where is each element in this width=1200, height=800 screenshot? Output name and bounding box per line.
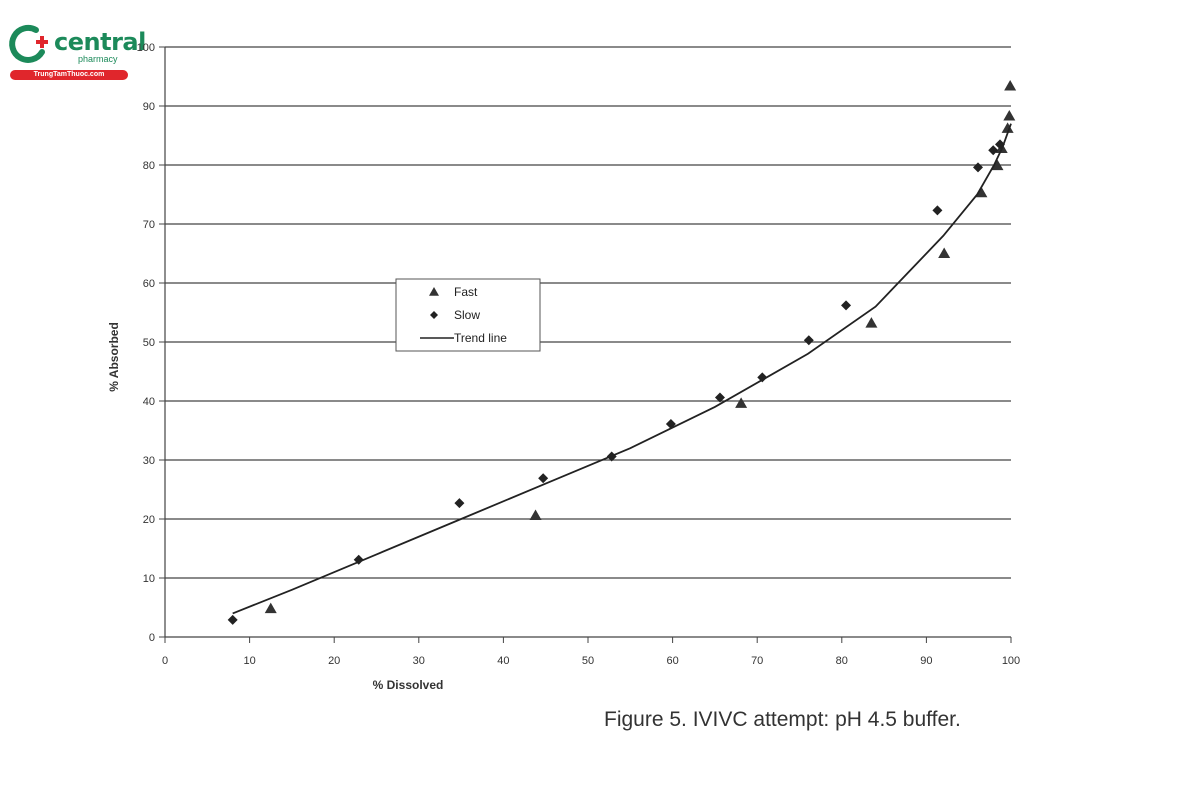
chart-axes [159,46,1012,643]
fast-point-9 [1003,110,1016,121]
legend-slow-marker [430,311,438,319]
y-tick-label-80: 80 [143,160,155,172]
y-tick-label-10: 10 [143,573,155,585]
slow-point-3 [538,473,549,484]
fast-point-4 [938,247,951,258]
slow-point-9 [841,300,852,311]
chart-grid [165,46,1011,579]
fast-point-2 [735,397,748,408]
fast-point-5 [975,186,988,198]
y-tick-label-30: 30 [143,455,155,467]
slow-point-11 [973,162,984,173]
slow-point-12 [988,145,999,156]
y-tick-label-100: 100 [137,42,155,54]
x-tick-label-90: 90 [920,655,932,667]
x-tick-label-100: 100 [1002,655,1020,667]
brand-bar: TrungTamThuoc.com [10,70,128,80]
y-tick-label-90: 90 [143,101,155,113]
y-axis-label: % Absorbed [107,322,121,392]
brand-logo: central pharmacy TrungTamThuoc.com [6,22,146,82]
legend-fast-marker [429,287,439,296]
x-axis-label: % Dissolved [373,678,444,692]
slow-point-2 [454,498,465,509]
x-tick-label-30: 30 [413,655,425,667]
fast-point-8 [1001,122,1014,133]
x-tick-label-10: 10 [243,655,255,667]
y-tick-label-0: 0 [149,632,155,644]
x-tick-label-20: 20 [328,655,340,667]
legend-label-0: Fast [454,285,478,299]
legend-box [395,278,541,352]
y-tick-label-40: 40 [143,396,155,408]
brand-name: central [54,28,146,56]
y-tick-label-60: 60 [143,278,155,290]
x-tick-label-60: 60 [666,655,678,667]
x-tick-label-0: 0 [162,655,168,667]
brand-sub: pharmacy [78,54,118,64]
fast-point-3 [865,317,878,328]
x-tick-labels: 0 10 20 30 40 50 60 70 80 90 100 [162,655,1020,667]
x-tick-label-40: 40 [497,655,509,667]
fast-point-6 [991,159,1004,171]
fast-point-10 [1004,79,1017,91]
y-tick-labels: 0 10 20 30 40 50 60 70 80 90 100 [137,42,155,644]
y-tick-label-20: 20 [143,514,155,526]
chart-series [227,79,1017,625]
slow-point-8 [803,335,814,346]
brand-mark-icon [9,25,48,63]
chart-legend: Fast Slow Trend line [395,278,541,352]
legend-label-2: Trend line [454,331,507,345]
slow-point-10 [932,205,943,216]
fast-point-1 [529,509,542,520]
fast-point-0 [264,602,277,614]
figure-caption: Figure 5. IVIVC attempt: pH 4.5 buffer. [604,708,961,731]
legend-label-1: Slow [454,308,480,322]
x-tick-label-70: 70 [751,655,763,667]
slow-point-6 [714,392,725,403]
y-tick-label-50: 50 [143,337,155,349]
y-tick-label-70: 70 [143,219,155,231]
trend-line [232,123,1012,615]
slow-point-0 [227,614,238,625]
slow-point-7 [757,372,768,383]
x-tick-label-80: 80 [836,655,848,667]
x-tick-label-50: 50 [582,655,594,667]
